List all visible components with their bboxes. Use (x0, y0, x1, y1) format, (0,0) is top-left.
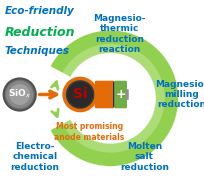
FancyBboxPatch shape (114, 81, 127, 108)
Text: +: + (115, 88, 126, 101)
Circle shape (6, 81, 33, 108)
Text: Molten
salt
reduction: Molten salt reduction (120, 142, 169, 172)
Text: Si: Si (73, 88, 88, 101)
FancyBboxPatch shape (95, 81, 115, 108)
Text: SiO$_x$: SiO$_x$ (8, 87, 31, 100)
Wedge shape (33, 62, 79, 135)
Wedge shape (56, 44, 165, 153)
Wedge shape (33, 62, 79, 135)
Wedge shape (42, 30, 178, 166)
Circle shape (64, 78, 96, 111)
Text: Most promising
anode materials: Most promising anode materials (54, 122, 125, 142)
Text: Magnesio-
thermic
reduction
reaction: Magnesio- thermic reduction reaction (94, 14, 146, 54)
Text: Magnesio-
milling
reduction: Magnesio- milling reduction (155, 80, 204, 109)
Circle shape (67, 82, 93, 107)
Text: Reduction: Reduction (4, 26, 75, 39)
Text: Electro-
chemical
reduction: Electro- chemical reduction (10, 142, 59, 172)
Text: Techniques: Techniques (4, 46, 70, 56)
FancyBboxPatch shape (126, 89, 129, 100)
Circle shape (9, 84, 30, 105)
Circle shape (4, 78, 36, 111)
Bar (113, 82, 116, 107)
Text: Eco-friendly: Eco-friendly (4, 6, 74, 16)
